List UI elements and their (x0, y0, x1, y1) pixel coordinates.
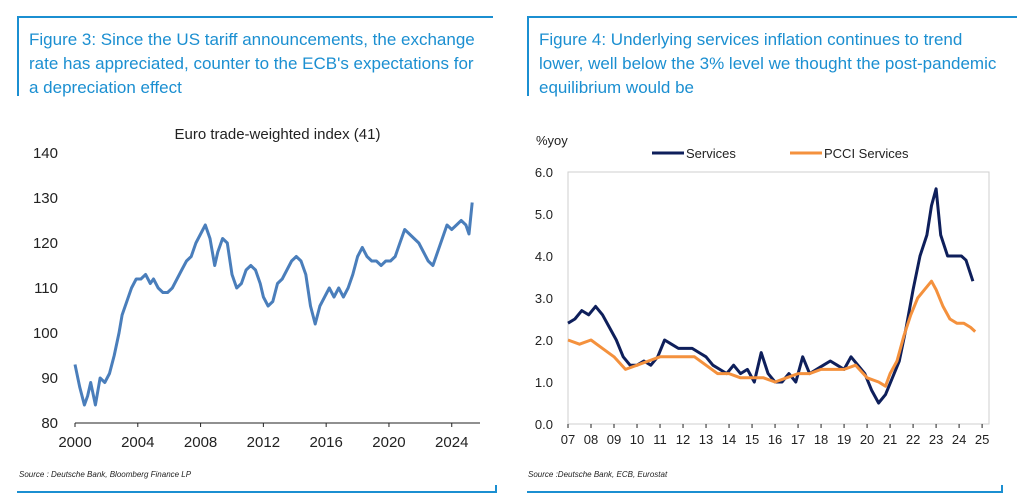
x-tick-label: 23 (929, 432, 943, 447)
y-tick-label: 1.0 (535, 375, 553, 390)
x-tick-label: 13 (699, 432, 713, 447)
y-tick-label: 100 (33, 325, 58, 342)
y-tick-label: 90 (41, 370, 58, 387)
x-tick-label: 2020 (372, 434, 405, 451)
y-tick-label: 120 (33, 235, 58, 252)
x-tick-label: 14 (722, 432, 736, 447)
x-tick-label: 25 (975, 432, 989, 447)
figure-3-title-text: Figure 3: Since the US tariff announceme… (29, 30, 475, 97)
x-tick-label: 19 (837, 432, 851, 447)
x-tick-label: 22 (906, 432, 920, 447)
x-tick-label: 2004 (121, 434, 154, 451)
y-tick-label: 80 (41, 415, 58, 432)
x-tick-label: 2012 (247, 434, 280, 451)
legend-label-0: Services (686, 146, 736, 161)
series-line-0 (73, 202, 474, 407)
plot-frame (567, 171, 990, 425)
x-tick-label: 10 (630, 432, 644, 447)
chart-title: Euro trade-weighted index (41) (175, 126, 381, 143)
figure-3-title: Figure 3: Since the US tariff announceme… (17, 16, 493, 97)
x-tick-label: 15 (745, 432, 759, 447)
y-tick-label: 110 (34, 280, 58, 297)
x-tick-label: 07 (561, 432, 575, 447)
series-line-1 (567, 279, 977, 388)
figure-4-panel: Figure 4: Underlying services inflation … (512, 0, 1024, 501)
x-tick-label: 2000 (58, 434, 91, 451)
legend-label-1: PCCI Services (824, 146, 909, 161)
x-tick-label: 08 (584, 432, 598, 447)
figure-4-title: Figure 4: Underlying services inflation … (527, 16, 1017, 97)
x-tick-label: 11 (653, 432, 667, 447)
y-tick-label: 6.0 (535, 165, 553, 180)
x-tick-label: 2016 (309, 434, 342, 451)
figure-3-footer-rule (17, 485, 497, 493)
x-tick-label: 20 (860, 432, 874, 447)
y-tick-label: 140 (33, 145, 58, 162)
y-tick-label: 0.0 (535, 417, 553, 432)
x-tick-label: 16 (768, 432, 782, 447)
figure-3-chart: Euro trade-weighted index (41) 80 90 100 110… (33, 126, 480, 451)
figure-4-title-text: Figure 4: Underlying services inflation … (539, 30, 997, 97)
series-line-0 (567, 187, 975, 405)
y-tick-label: 130 (33, 190, 58, 207)
figure-4-footer-rule (527, 485, 1003, 493)
x-tick-label: 09 (607, 432, 621, 447)
x-tick-label: 24 (952, 432, 966, 447)
x-tick-label: 2024 (435, 434, 468, 451)
figure-3-source: Source : Deutsche Bank, Bloomberg Financ… (19, 470, 192, 479)
x-tick-label: 2008 (184, 434, 217, 451)
y-axis-label: %yoy (536, 133, 568, 148)
y-tick-label: 2.0 (535, 333, 553, 348)
y-tick-label: 3.0 (535, 291, 553, 306)
figure-4-source: Source :Deutsche Bank, ECB, Eurostat (528, 470, 668, 479)
x-tick-label: 12 (676, 432, 690, 447)
y-tick-label: 4.0 (535, 249, 553, 264)
y-tick-label: 5.0 (535, 207, 553, 222)
x-tick-label: 17 (791, 432, 805, 447)
x-tick-label: 18 (814, 432, 828, 447)
x-tick-label: 21 (883, 432, 897, 447)
figure-3-panel: Figure 3: Since the US tariff announceme… (0, 0, 506, 501)
figure-4-chart: %yoy 0.0 1.0 2.0 3.0 4.0 5.0 6.0 07 08 09 10 11 12 13 1… (535, 133, 990, 447)
